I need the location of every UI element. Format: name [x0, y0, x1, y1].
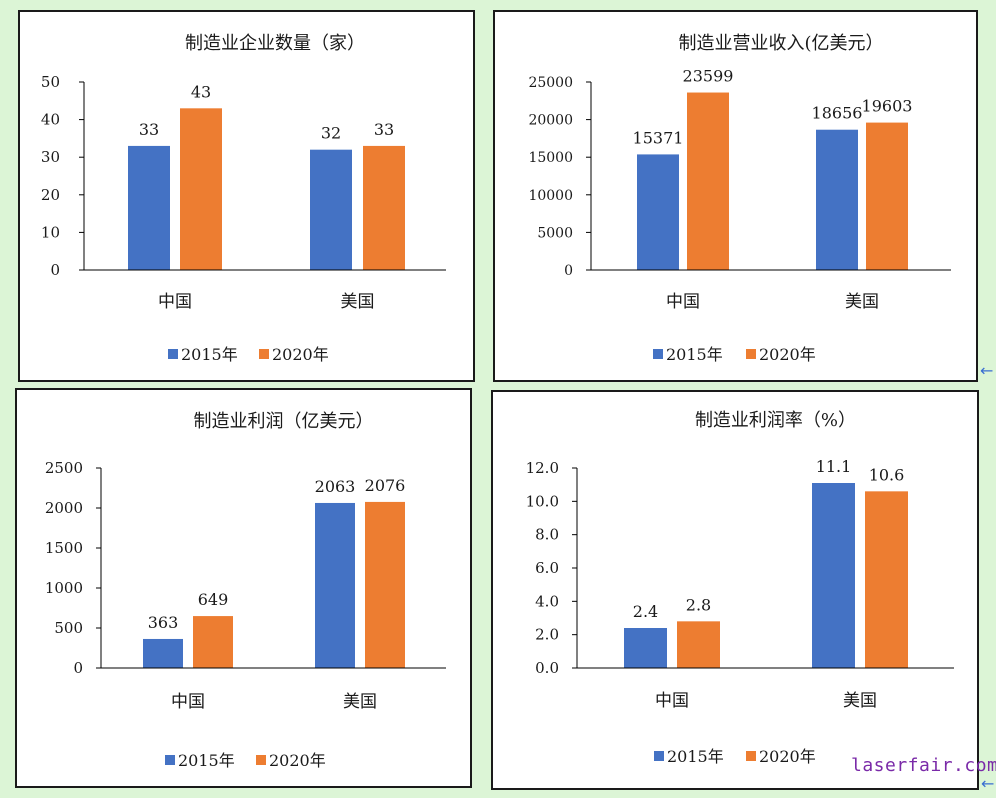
x-category-label: 美国	[845, 292, 879, 312]
data-label: 2.4	[633, 602, 658, 621]
y-tick-label: 50	[41, 73, 60, 91]
y-tick-label: 10.0	[526, 492, 559, 510]
arrow-left-icon[interactable]: ←	[980, 361, 994, 380]
y-tick-label: 40	[41, 111, 60, 129]
bar-2015-1	[812, 483, 855, 668]
bar-2015-0	[624, 628, 667, 668]
legend-label: 2020年	[269, 751, 326, 770]
y-tick-label: 15000	[528, 150, 573, 166]
data-label: 2.8	[686, 595, 711, 614]
legend-label: 2015年	[667, 747, 724, 766]
y-tick-label: 12.0	[526, 459, 559, 477]
data-label: 11.1	[816, 457, 852, 476]
chart-panel-profit: 制造业利润（亿美元） 0 500 1000 1500 2000 2500 363 2063 649…	[15, 388, 472, 788]
y-tick-label: 10000	[528, 188, 573, 204]
y-tick-label: 2500	[45, 459, 83, 477]
bar-2015-1	[310, 149, 352, 270]
data-label: 2063	[315, 477, 356, 496]
watermark: laserfair.com	[851, 755, 996, 776]
chart-panel-profit-margin: 制造业利润率（%） 0.0 2.0 4.0 6.0 8.0 10.0 12.0 2.4 11.1 2…	[491, 390, 979, 790]
y-tick-label: 20	[41, 186, 60, 204]
bar-2015-1	[816, 129, 858, 270]
bar-2020-1	[365, 501, 405, 668]
legend-swatch	[654, 751, 664, 761]
data-label: 649	[198, 590, 229, 609]
chart-svg: 制造业企业数量（家） 0 10 20 30 40 50 33 32 43 33 中国 美国 2015年 20…	[41, 33, 446, 364]
legend-label: 2020年	[759, 345, 816, 364]
bar-2015-0	[128, 145, 170, 270]
bar-2015-0	[143, 638, 183, 668]
y-tick-label: 1500	[45, 539, 83, 557]
bar-2015-0	[637, 154, 679, 270]
data-label: 19603	[862, 97, 913, 116]
legend-swatch	[165, 755, 175, 765]
bar-2020-0	[180, 108, 222, 270]
legend-swatch	[168, 349, 178, 359]
data-label: 15371	[633, 128, 684, 147]
y-tick-label: 500	[54, 619, 83, 637]
legend-swatch	[746, 751, 756, 761]
chart-title: 制造业企业数量（家）	[185, 33, 365, 54]
y-tick-label: 0	[564, 263, 573, 279]
y-tick-label: 0	[50, 261, 60, 279]
bar-2020-1	[865, 491, 908, 668]
x-category-label: 中国	[171, 692, 205, 712]
legend-swatch	[653, 349, 663, 359]
y-tick-label: 6.0	[535, 559, 559, 577]
bar-2020-1	[363, 145, 405, 270]
data-label: 33	[139, 120, 159, 139]
y-tick-label: 20000	[528, 113, 573, 129]
y-tick-label: 8.0	[535, 526, 559, 544]
chart-panel-enterprise-count: 制造业企业数量（家） 0 10 20 30 40 50 33 32 43 33 中国 美国 2015年 20…	[18, 10, 475, 382]
y-tick-label: 4.0	[535, 592, 559, 610]
bar-2020-0	[687, 92, 729, 270]
y-tick-label: 1000	[45, 579, 83, 597]
y-tick-label: 0.0	[535, 659, 559, 677]
legend-label: 2015年	[666, 345, 723, 364]
bar-2020-1	[866, 122, 908, 270]
y-tick-label: 25000	[528, 75, 573, 91]
arrow-left-icon[interactable]: ←	[981, 774, 995, 793]
chart-svg: 制造业利润率（%） 0.0 2.0 4.0 6.0 8.0 10.0 12.0 2.4 11.1 2…	[526, 410, 954, 766]
x-category-label: 中国	[158, 292, 192, 312]
legend-swatch	[746, 349, 756, 359]
y-tick-label: 2000	[45, 499, 83, 517]
legend-swatch	[259, 349, 269, 359]
bar-2020-0	[677, 621, 720, 668]
chart-svg: 制造业营业收入(亿美元） 0 5000 10000 15000 20000 25000 153…	[528, 33, 951, 364]
data-label: 10.6	[869, 465, 905, 484]
data-label: 363	[148, 613, 179, 632]
data-label: 32	[321, 124, 341, 143]
legend-label: 2020年	[759, 747, 816, 766]
legend-label: 2015年	[178, 751, 235, 770]
legend-label: 2020年	[272, 345, 329, 364]
chart-title: 制造业营业收入(亿美元）	[678, 33, 883, 54]
data-label: 2076	[365, 476, 406, 495]
bar-2020-0	[193, 616, 233, 668]
bar-2015-1	[315, 502, 355, 668]
y-tick-label: 2.0	[535, 626, 559, 644]
data-label: 33	[374, 120, 394, 139]
y-tick-label: 5000	[537, 225, 573, 241]
data-label: 43	[191, 82, 211, 101]
x-category-label: 中国	[666, 292, 700, 312]
y-tick-label: 10	[41, 223, 60, 241]
chart-panel-revenue: 制造业营业收入(亿美元） 0 5000 10000 15000 20000 25000 153…	[493, 10, 978, 382]
y-tick-label: 0	[73, 659, 83, 677]
x-category-label: 美国	[343, 692, 377, 712]
legend-label: 2015年	[181, 345, 238, 364]
chart-title: 制造业利润（亿美元）	[194, 411, 374, 432]
legend-swatch	[256, 755, 266, 765]
data-label: 23599	[683, 67, 734, 86]
chart-svg: 制造业利润（亿美元） 0 500 1000 1500 2000 2500 363 2063 649…	[45, 411, 446, 770]
y-tick-label: 30	[41, 148, 60, 166]
x-category-label: 美国	[341, 292, 375, 312]
x-category-label: 美国	[843, 691, 877, 711]
chart-title: 制造业利润率（%）	[695, 410, 856, 431]
x-category-label: 中国	[655, 691, 689, 711]
data-label: 18656	[812, 104, 863, 123]
